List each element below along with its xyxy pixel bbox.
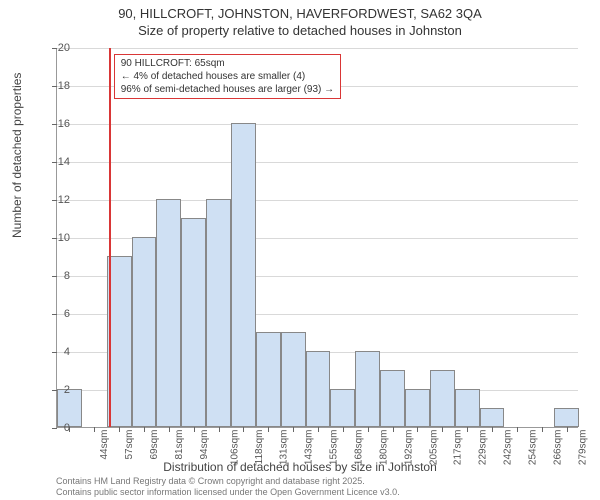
xtick-label: 69sqm: [149, 430, 160, 460]
ytick-label: 10: [40, 232, 70, 244]
title-address: 90, HILLCROFT, JOHNSTON, HAVERFORDWEST, …: [0, 6, 600, 23]
info-box-line3: 96% of semi-detached houses are larger (…: [121, 83, 334, 96]
xtick-mark: [169, 427, 170, 432]
histogram-bar: [306, 351, 331, 427]
histogram-bar: [281, 332, 306, 427]
xtick-mark: [318, 427, 319, 432]
xtick-mark: [368, 427, 369, 432]
histogram-bar: [132, 237, 157, 427]
histogram-bar: [330, 389, 355, 427]
ytick-label: 16: [40, 118, 70, 130]
xtick-mark: [517, 427, 518, 432]
title-subtitle: Size of property relative to detached ho…: [0, 23, 600, 40]
xtick-mark: [343, 427, 344, 432]
xtick-label: 44sqm: [99, 430, 110, 460]
reference-info-box: 90 HILLCROFT: 65sqm ← 4% of detached hou…: [114, 54, 341, 99]
ytick-label: 14: [40, 156, 70, 168]
xtick-mark: [442, 427, 443, 432]
ytick-label: 6: [40, 308, 70, 320]
xtick-mark: [393, 427, 394, 432]
plot: 44sqm57sqm69sqm81sqm94sqm106sqm118sqm131…: [56, 48, 578, 428]
titles: 90, HILLCROFT, JOHNSTON, HAVERFORDWEST, …: [0, 0, 600, 40]
xtick-mark: [194, 427, 195, 432]
xtick-mark: [144, 427, 145, 432]
xtick-mark: [492, 427, 493, 432]
xtick-mark: [542, 427, 543, 432]
histogram-bar: [480, 408, 505, 427]
histogram-bar: [455, 389, 480, 427]
ytick-label: 8: [40, 270, 70, 282]
histogram-bar: [231, 123, 256, 427]
xtick-mark: [417, 427, 418, 432]
xtick-mark: [268, 427, 269, 432]
xtick-mark: [94, 427, 95, 432]
xtick-mark: [293, 427, 294, 432]
gridline: [57, 48, 578, 49]
chart-plot-area: 44sqm57sqm69sqm81sqm94sqm106sqm118sqm131…: [56, 48, 578, 428]
footer: Contains HM Land Registry data © Crown c…: [56, 476, 400, 498]
histogram-bar: [206, 199, 231, 427]
xtick-label: 81sqm: [174, 430, 185, 460]
xtick-mark: [567, 427, 568, 432]
y-axis-title: Number of detached properties: [10, 73, 24, 238]
histogram-bar: [355, 351, 380, 427]
histogram-bar: [380, 370, 405, 427]
chart-container: 90, HILLCROFT, JOHNSTON, HAVERFORDWEST, …: [0, 0, 600, 500]
x-axis-title: Distribution of detached houses by size …: [0, 460, 600, 474]
ytick-label: 4: [40, 346, 70, 358]
ytick-label: 18: [40, 80, 70, 92]
reference-line: [109, 48, 111, 427]
info-box-line1: 90 HILLCROFT: 65sqm: [121, 57, 334, 70]
gridline: [57, 124, 578, 125]
histogram-bar: [405, 389, 430, 427]
info-box-line2: ← 4% of detached houses are smaller (4): [121, 70, 334, 83]
histogram-bar: [156, 199, 181, 427]
histogram-bar: [430, 370, 455, 427]
gridline: [57, 200, 578, 201]
histogram-bar: [181, 218, 206, 427]
xtick-mark: [467, 427, 468, 432]
histogram-bar: [554, 408, 579, 427]
xtick-mark: [243, 427, 244, 432]
ytick-label: 20: [40, 42, 70, 54]
xtick-mark: [219, 427, 220, 432]
xtick-label: 57sqm: [124, 430, 135, 460]
xtick-label: 94sqm: [199, 430, 210, 460]
footer-line1: Contains HM Land Registry data © Crown c…: [56, 476, 400, 487]
ytick-label: 0: [40, 422, 70, 434]
gridline: [57, 162, 578, 163]
footer-line2: Contains public sector information licen…: [56, 487, 400, 498]
histogram-bar: [256, 332, 281, 427]
ytick-label: 2: [40, 384, 70, 396]
xtick-mark: [119, 427, 120, 432]
ytick-label: 12: [40, 194, 70, 206]
